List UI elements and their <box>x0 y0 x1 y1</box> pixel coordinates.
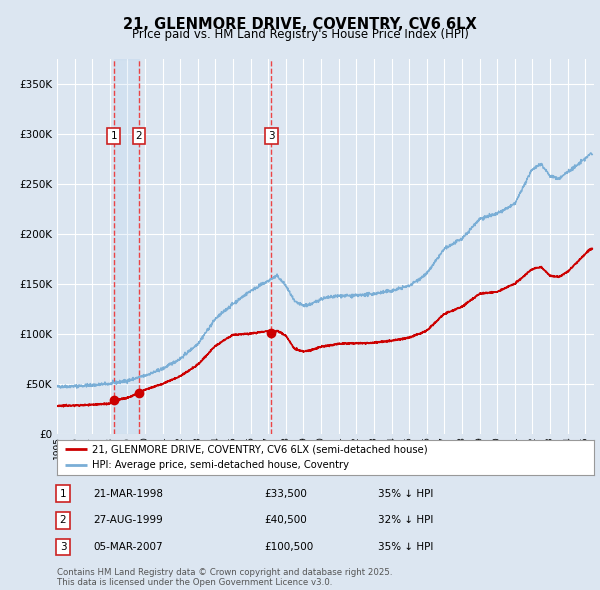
Text: 21, GLENMORE DRIVE, COVENTRY, CV6 6LX: 21, GLENMORE DRIVE, COVENTRY, CV6 6LX <box>123 17 477 31</box>
Text: 35% ↓ HPI: 35% ↓ HPI <box>378 542 433 552</box>
Text: £40,500: £40,500 <box>264 516 307 525</box>
Text: Contains HM Land Registry data © Crown copyright and database right 2025.
This d: Contains HM Land Registry data © Crown c… <box>57 568 392 587</box>
Text: 1: 1 <box>59 489 67 499</box>
Text: 27-AUG-1999: 27-AUG-1999 <box>93 516 163 525</box>
Text: 32% ↓ HPI: 32% ↓ HPI <box>378 516 433 525</box>
Text: 2: 2 <box>59 516 67 525</box>
Text: 1: 1 <box>110 131 117 141</box>
Bar <box>113 59 139 434</box>
Text: HPI: Average price, semi-detached house, Coventry: HPI: Average price, semi-detached house,… <box>92 460 349 470</box>
Text: 3: 3 <box>268 131 275 141</box>
Text: 2: 2 <box>136 131 142 141</box>
Text: 3: 3 <box>59 542 67 552</box>
Text: 21-MAR-1998: 21-MAR-1998 <box>93 489 163 499</box>
Text: 05-MAR-2007: 05-MAR-2007 <box>93 542 163 552</box>
Text: 21, GLENMORE DRIVE, COVENTRY, CV6 6LX (semi-detached house): 21, GLENMORE DRIVE, COVENTRY, CV6 6LX (s… <box>92 444 428 454</box>
Text: 35% ↓ HPI: 35% ↓ HPI <box>378 489 433 499</box>
Text: £33,500: £33,500 <box>264 489 307 499</box>
Text: Price paid vs. HM Land Registry's House Price Index (HPI): Price paid vs. HM Land Registry's House … <box>131 28 469 41</box>
Text: £100,500: £100,500 <box>264 542 313 552</box>
